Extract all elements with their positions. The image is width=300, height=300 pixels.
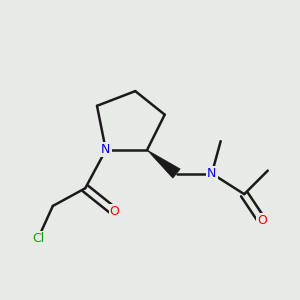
Text: Cl: Cl — [32, 232, 44, 245]
Polygon shape — [147, 150, 180, 178]
Text: N: N — [101, 143, 110, 157]
Text: O: O — [110, 205, 120, 218]
Text: N: N — [207, 167, 217, 180]
Text: O: O — [257, 214, 267, 227]
